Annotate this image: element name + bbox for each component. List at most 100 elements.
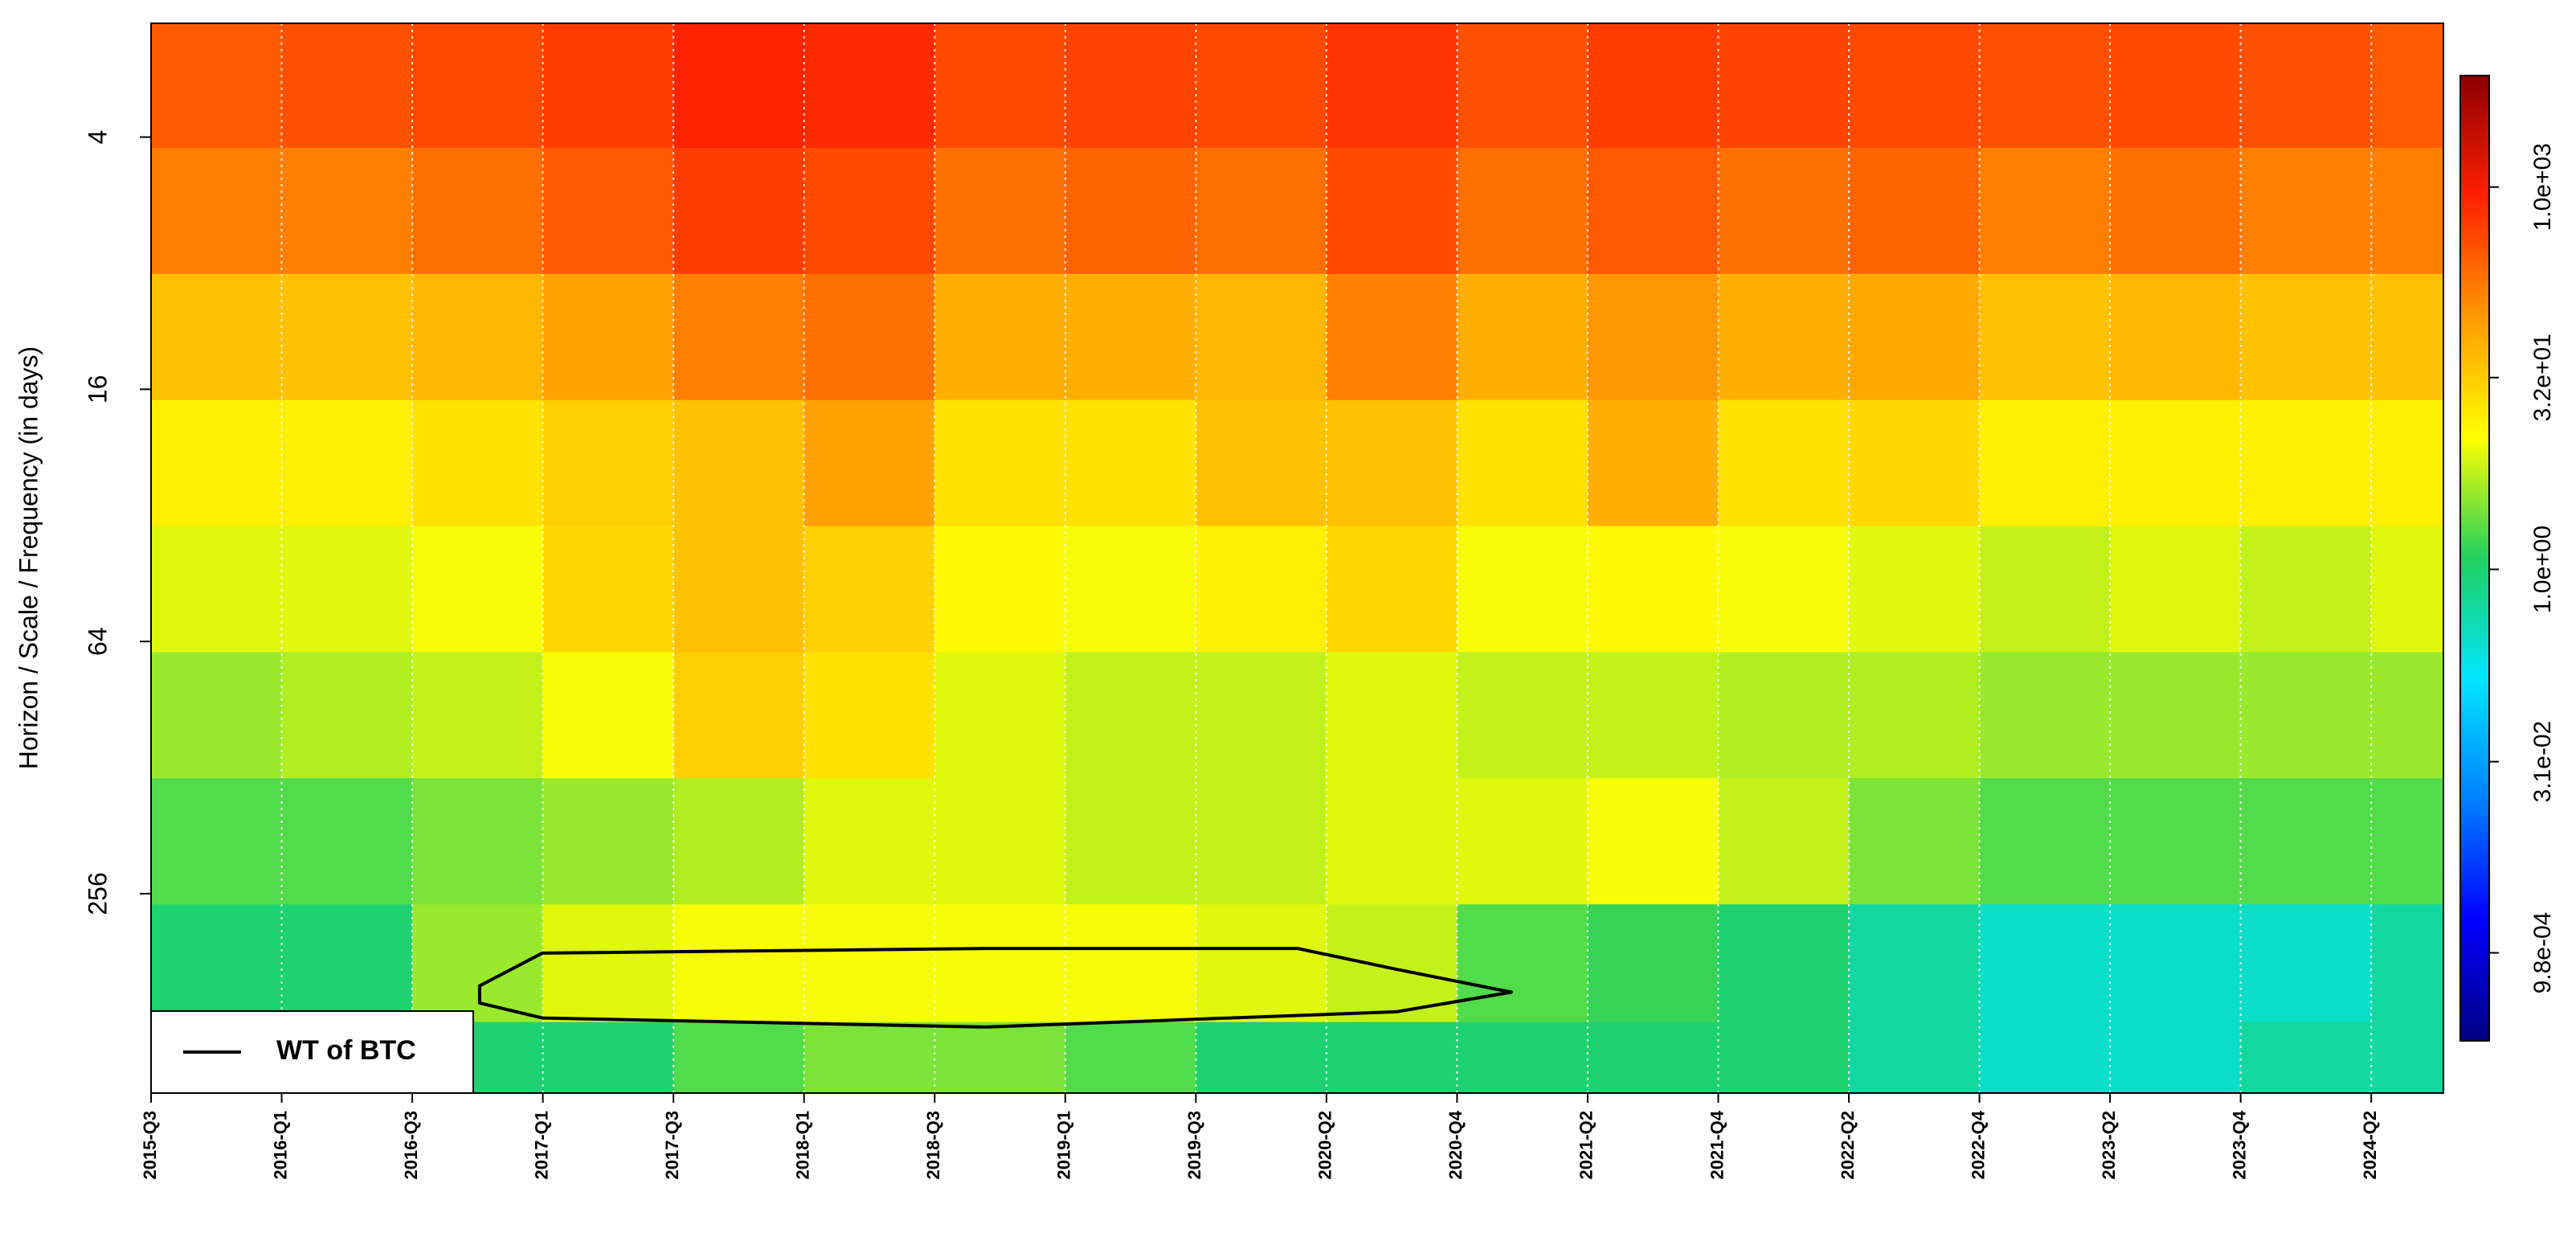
heatmap-cell [1326,652,1458,779]
heatmap-cell [1065,778,1196,905]
heatmap-cell [934,778,1066,905]
x-tick-label: 2016-Q1 [270,1111,290,1180]
heatmap-cell [151,147,283,275]
heatmap-cell [1196,652,1327,779]
heatmap-cell [542,904,674,1023]
heatmap-cell [2110,526,2242,653]
heatmap-cell [1979,652,2111,779]
heatmap-cell [2240,904,2372,1023]
heatmap-cell [1065,652,1196,779]
x-tick-label: 2016-Q3 [401,1111,421,1180]
heatmap-cell [1457,147,1589,275]
heatmap-cell [1718,273,1850,401]
heatmap-cell [1065,23,1196,149]
heatmap-cell [1326,23,1458,149]
heatmap-cell [2371,1022,2443,1093]
heatmap-cell [281,526,413,653]
colorbar-tick-label: 1.0e+00 [2529,526,2556,613]
heatmap-cell [1849,399,1981,527]
heatmap-cell [1065,147,1196,275]
heatmap-cell [1979,904,2111,1023]
heatmap-cell [1849,23,1981,149]
heatmap-cell [151,904,283,1023]
heatmap-cell [281,652,413,779]
heatmap-cell [2371,778,2443,905]
heatmap-cell [673,399,805,527]
heatmap-cell [1457,526,1589,653]
heatmap-cell [673,147,805,275]
heatmap-cell [803,778,935,905]
contour [477,947,1513,1029]
colorbar-tick-label: 3.2e+01 [2529,334,2556,421]
heatmap-cell [1196,904,1327,1023]
heatmap-cell [1718,399,1850,527]
heatmap-cell [151,23,283,149]
y-axis-label: Horizon / Scale / Frequency (in days) [14,346,43,769]
heatmap-cell [673,904,805,1023]
heatmap-cell [1979,778,2111,905]
heatmap-cell [1065,273,1196,401]
heatmap-cell [1849,147,1981,275]
heatmap-cell [542,399,674,527]
heatmap-cell [673,23,805,149]
x-tick-label: 2019-Q3 [1184,1111,1204,1180]
heatmap-cell [2240,1022,2372,1093]
heatmap-cell [412,526,544,653]
x-tick-label: 2017-Q1 [531,1111,551,1180]
heatmap-cell [803,652,935,779]
heatmap-cell [1196,399,1327,527]
heatmap-cell [1457,399,1589,527]
heatmap-cell [2371,526,2443,653]
heatmap-cell [2110,1022,2242,1093]
heatmap-cell [1849,1022,1981,1093]
y-tick-label: 4 [83,130,112,145]
y-tick-label: 64 [83,627,112,656]
colorbar-tick-label: 3.1e-02 [2529,721,2556,803]
heatmap-cell [673,1022,805,1093]
heatmap-cell [1065,526,1196,653]
heatmap-cell [2240,399,2372,527]
x-tick-label: 2021-Q4 [1707,1110,1727,1179]
heatmap-cell [2110,399,2242,527]
heatmap-cell [2240,273,2372,401]
heatmap-cell [1326,904,1458,1023]
x-tick-label: 2023-Q2 [2099,1111,2119,1180]
heatmap-cell [1196,147,1327,275]
heatmap-cell [1065,904,1196,1023]
heatmap-cell [1718,1022,1850,1093]
heatmap-cell [151,652,283,779]
heatmap-cell [673,652,805,779]
heatmap-cell [542,147,674,275]
heatmap-cell [934,904,1066,1023]
heatmap-cell [2371,273,2443,401]
heatmap-cell [1979,399,2111,527]
legend-label: WT of BTC [276,1035,416,1066]
heatmap-cell [1457,1022,1589,1093]
heatmap-cell [2110,778,2242,905]
y-tick-label: 16 [83,375,112,404]
x-tick-label: 2020-Q2 [1315,1111,1335,1180]
heatmap-cell [151,526,283,653]
heatmap-cell [1065,1022,1196,1093]
y-tick-label: 256 [83,872,112,915]
heatmap-cell [1587,23,1719,149]
heatmap-cell [542,526,674,653]
heatmap-cell [934,147,1066,275]
heatmap-cell [151,399,283,527]
heatmap-cell [1849,652,1981,779]
x-tick-label: 2017-Q3 [662,1111,682,1180]
heatmap-cell [1326,1022,1458,1093]
heatmap-cell [803,147,935,275]
x-tick-label: 2020-Q4 [1445,1110,1466,1179]
heatmap-cell [1587,904,1719,1023]
heatmap-cell [542,778,674,905]
heatmap-cell [412,778,544,905]
heatmap-cell [1849,778,1981,905]
heatmap-cell [1457,23,1589,149]
heatmap-cell [1196,1022,1327,1093]
heatmap-cell [281,147,413,275]
heatmap-cell [1196,778,1327,905]
heatmap-cell [1196,273,1327,401]
heatmap-cell [1849,526,1981,653]
